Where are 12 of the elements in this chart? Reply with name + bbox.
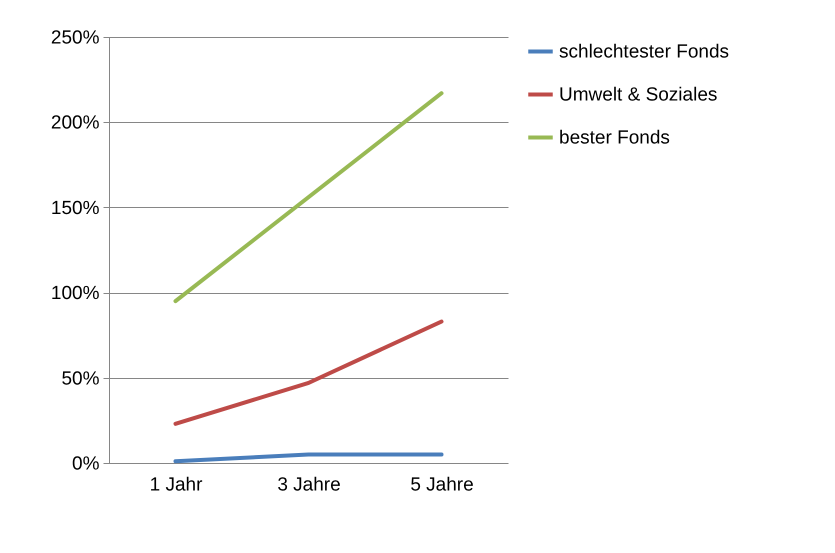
y-tick-label: 250% [50,28,100,48]
y-tick-label: 50% [61,368,100,390]
y-tick-label: 150% [50,198,100,219]
x-tick-label: 5 Jahre [410,474,474,496]
y-tick-label: 200% [50,112,100,134]
legend-label: schlechtester Fonds [559,42,730,62]
legend-label: bester Fonds [559,128,670,148]
x-tick-label: 3 Jahre [277,474,341,496]
x-tick-label: 1 Jahr [150,474,204,496]
y-tick-label: 100% [50,283,100,304]
legend-label: Umwelt & Soziales [559,84,718,106]
y-tick-label: 0% [72,454,100,474]
